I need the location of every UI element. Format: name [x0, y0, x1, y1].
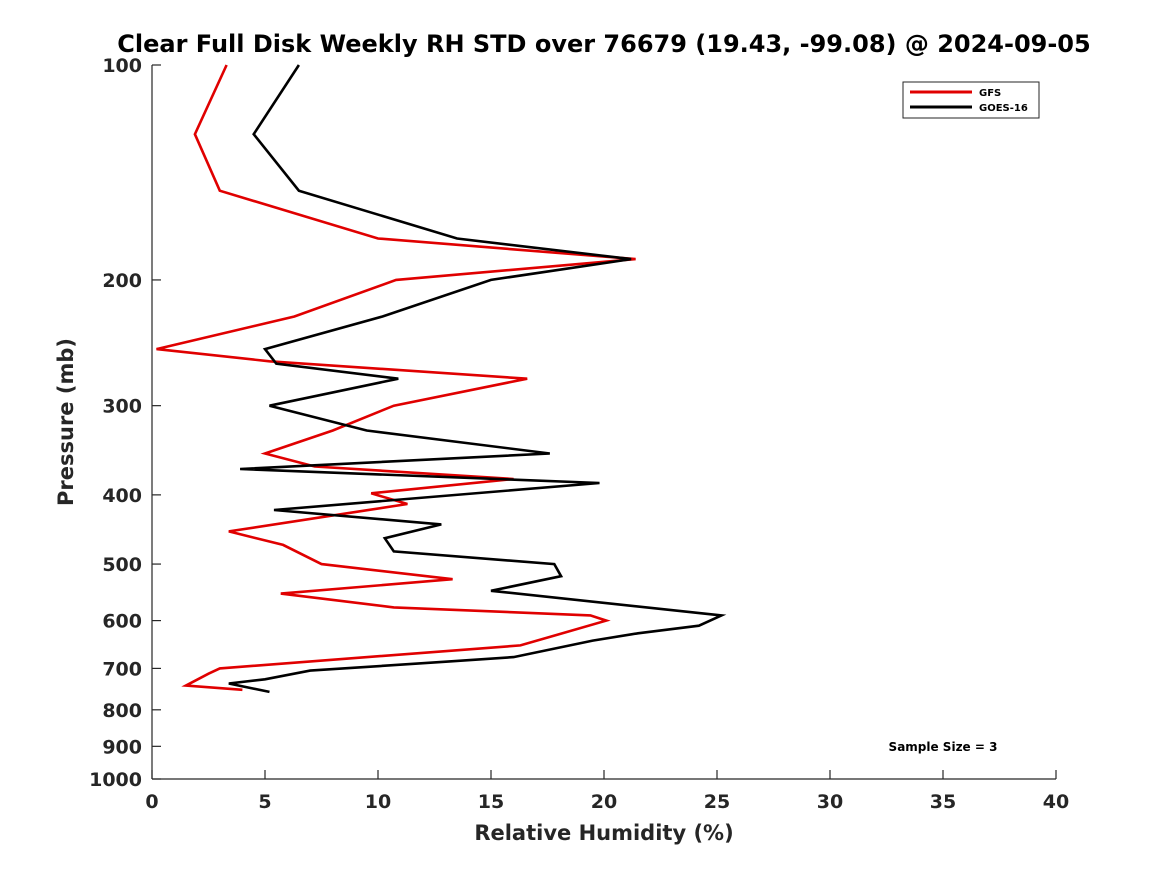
legend-box [902, 81, 1040, 119]
legend: GFS GOES-16 [902, 81, 1040, 119]
y-ticks: 100 200 300 400 500 600 700 800 900 1000 [89, 55, 161, 791]
y-tick-label: 700 [102, 658, 142, 680]
y-tick-label: 200 [102, 270, 142, 292]
x-tick-label: 0 [145, 791, 158, 813]
sample-size-annotation: Sample Size = 3 [889, 740, 998, 754]
x-axis-label: Relative Humidity (%) [474, 821, 733, 845]
x-tick-label: 25 [704, 791, 730, 813]
x-tick-label: 10 [365, 791, 391, 813]
series-line-gfs [156, 64, 636, 692]
x-ticks: 0 5 10 15 20 25 30 35 40 [145, 770, 1069, 813]
y-tick-label: 400 [102, 485, 142, 507]
series-layer [156, 64, 727, 694]
y-tick-label: 600 [102, 611, 142, 633]
y-tick-label: 900 [102, 736, 142, 758]
chart-title: Clear Full Disk Weekly RH STD over 76679… [117, 30, 1090, 58]
x-tick-label: 20 [591, 791, 617, 813]
y-tick-label: 1000 [89, 769, 142, 791]
y-tick-label: 800 [102, 700, 142, 722]
x-tick-label: 40 [1043, 791, 1069, 813]
y-axis-label: Pressure (mb) [54, 338, 78, 506]
series-line-goes16 [228, 64, 727, 694]
x-tick-label: 35 [930, 791, 956, 813]
y-tick-label: 300 [102, 396, 142, 418]
x-tick-label: 5 [258, 791, 271, 813]
y-tick-label: 500 [102, 554, 142, 576]
legend-label-gfs: GFS [979, 88, 1001, 99]
x-tick-label: 30 [817, 791, 843, 813]
y-tick-label: 100 [102, 55, 142, 77]
legend-label-goes16: GOES-16 [979, 103, 1028, 114]
plot-area [152, 65, 1056, 779]
x-tick-label: 15 [478, 791, 504, 813]
